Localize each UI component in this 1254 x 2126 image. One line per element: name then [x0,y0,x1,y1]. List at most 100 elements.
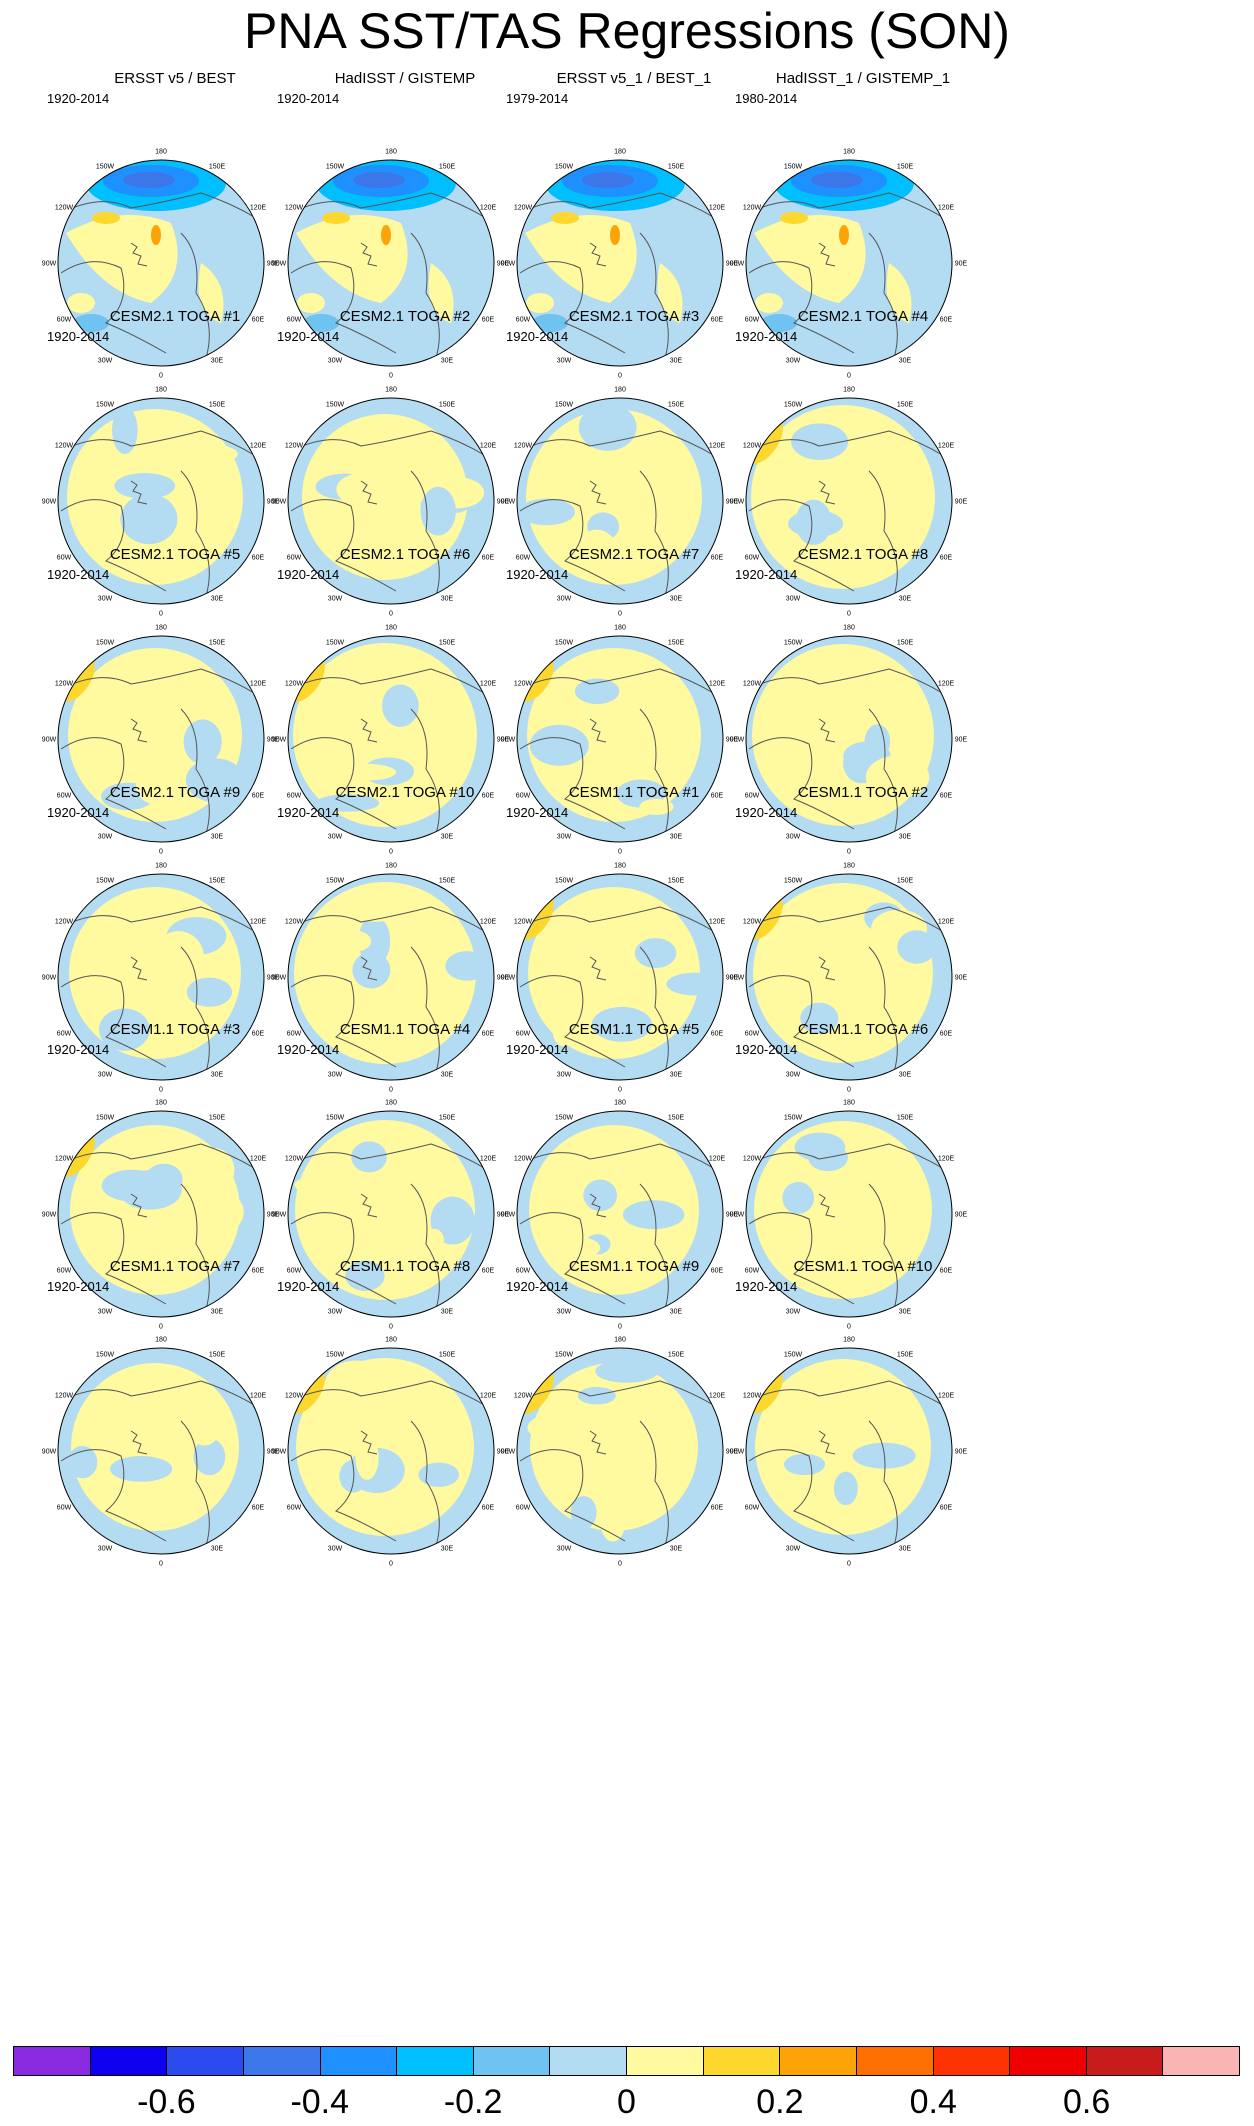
longitude-label: 90E [955,499,968,506]
longitude-label: 0 [159,1087,163,1094]
longitude-label: 0 [847,1324,851,1331]
polar-map: 180 150E 120E 90E 60E 30E 0 30W 60W 90W 120W 150W [272,863,510,1094]
colorbar-label: 0.6 [1062,2083,1111,2121]
panel-period: 1920-2014 [506,805,569,820]
longitude-label: 180 [385,863,397,870]
longitude-label: 30W [557,595,572,602]
longitude-label: 0 [847,849,851,856]
panel-title: CESM2.1 TOGA #5 [109,546,241,563]
longitude-label: 30W [786,1308,801,1315]
longitude-label: 0 [389,1561,393,1568]
longitude-label: 90E [726,261,739,268]
longitude-label: 120E [250,443,267,450]
longitude-label: 30E [899,833,912,840]
longitude-label: 90E [267,1449,280,1456]
longitude-label: 120E [480,443,497,450]
panel-period: 1920-2014 [47,91,110,106]
longitude-label: 180 [385,387,397,394]
longitude-label: 150E [668,640,685,647]
polar-map: 180 150E 120E 90E 60E 30E 0 30W 60W 90W 120W 150W [501,863,739,1094]
longitude-label: 0 [847,373,851,380]
longitude-label: 150E [209,164,226,171]
longitude-label: 30E [899,1308,912,1315]
map-panel: CESM1.1 TOGA #8 1920-2014 180 150E 120E 90E 60… [250,1258,560,1578]
longitude-label: 120E [480,1156,497,1163]
longitude-label: 90W [501,737,516,744]
longitude-label: 90E [267,261,280,268]
panel-title: ERSST v5 / BEST [114,70,236,87]
panel-period: 1920-2014 [47,805,110,820]
panel-period: 1920-2014 [506,567,569,582]
longitude-label: 120W [285,205,304,212]
longitude-label: 150W [96,164,115,171]
longitude-label: 60W [287,1505,302,1512]
polar-map: 180 150E 120E 90E 60E 30E 0 30W 60W 90W 120W 150W [42,149,280,380]
longitude-label: 120W [743,919,762,926]
polar-map: 180 150E 120E 90E 60E 30E 0 30W 60W 90W 120W 150W [501,387,739,618]
longitude-label: 90E [726,1449,739,1456]
longitude-label: 90W [42,1212,57,1219]
polar-map: 180 150E 120E 90E 60E 30E 0 30W 60W 90W 120W 150W [42,625,280,856]
panel-period: 1920-2014 [735,805,798,820]
longitude-label: 120W [743,1393,762,1400]
longitude-label: 90E [497,499,510,506]
longitude-label: 30E [211,1071,224,1078]
longitude-label: 0 [159,1561,163,1568]
longitude-label: 180 [385,1100,397,1107]
longitude-label: 180 [843,863,855,870]
longitude-label: 120E [480,205,497,212]
longitude-label: 120W [514,1393,533,1400]
colorbar-box [243,2047,321,2075]
longitude-label: 120E [709,205,726,212]
longitude-label: 60W [745,1268,760,1275]
longitude-label: 150W [784,164,803,171]
panel-title: CESM2.1 TOGA #7 [568,546,700,563]
longitude-label: 90E [726,975,739,982]
longitude-label: 30E [211,357,224,364]
longitude-label: 0 [618,849,622,856]
panel-period: 1920-2014 [277,567,340,582]
longitude-label: 60W [287,793,302,800]
longitude-label: 150W [326,402,345,409]
longitude-label: 120E [709,443,726,450]
longitude-label: 120W [55,1393,74,1400]
map-panel: CESM1.1 TOGA #4 1920-2014 180 150E 120E 90E 60… [250,1021,560,1341]
panel-period: 1920-2014 [47,1279,110,1294]
longitude-label: 90W [501,499,516,506]
panel-period: 1920-2014 [506,1042,569,1057]
polar-map: 180 150E 120E 90E 60E 30E 0 30W 60W 90W 120W 150W [730,1100,968,1331]
longitude-label: 150W [555,1352,574,1359]
panel-grid: ERSST v5 / BEST 1920-2014 180 150E 120E 90E 60… [42,70,1018,1578]
longitude-label: 60E [940,1268,953,1275]
map-panel: CESM1.1 TOGA #6 1920-2014 180 150E 120E 90E 60… [708,1021,1018,1341]
longitude-label: 120W [514,443,533,450]
longitude-label: 150E [897,1115,914,1122]
longitude-label: 30E [211,595,224,602]
longitude-label: 120E [709,1393,726,1400]
longitude-label: 180 [155,1337,167,1344]
map-panel: CESM2.1 TOGA #8 1920-2014 180 150E 120E 90E 60… [708,546,1018,866]
panel-title: CESM1.1 TOGA #1 [568,784,700,801]
longitude-label: 90W [501,975,516,982]
longitude-label: 90E [955,261,968,268]
longitude-label: 60E [711,1031,724,1038]
longitude-label: 60W [516,317,531,324]
longitude-label: 30W [786,1071,801,1078]
longitude-label: 180 [155,387,167,394]
panel-title: CESM1.1 TOGA #2 [797,784,929,801]
longitude-label: 30W [786,595,801,602]
longitude-label: 120W [55,443,74,450]
colorbar-box [856,2047,934,2075]
longitude-label: 0 [389,1087,393,1094]
longitude-label: 150W [326,878,345,885]
longitude-label: 90W [42,1449,57,1456]
longitude-label: 60W [57,1031,72,1038]
polar-map: 180 150E 120E 90E 60E 30E 0 30W 60W 90W 120W 150W [42,1100,280,1331]
longitude-label: 60W [745,555,760,562]
longitude-label: 60W [287,1031,302,1038]
longitude-label: 180 [614,1337,626,1344]
longitude-label: 0 [389,611,393,618]
panel-title: CESM1.1 TOGA #7 [109,1258,241,1275]
longitude-label: 150W [555,1115,574,1122]
longitude-label: 90W [730,737,745,744]
